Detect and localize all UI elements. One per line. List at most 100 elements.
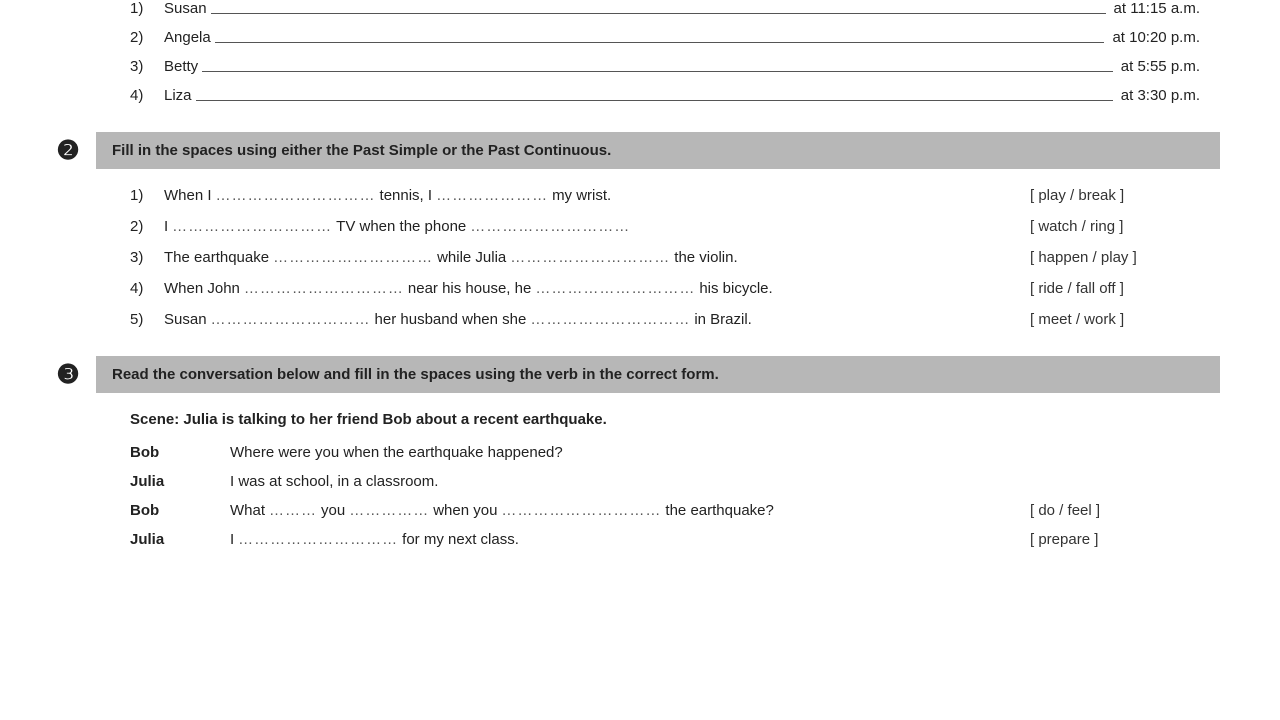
sentence-text: the violin. — [674, 249, 737, 266]
exercise-3-header: ❸ Read the conversation below and fill i… — [40, 356, 1220, 393]
item-number: 4) — [130, 87, 164, 104]
exercise-2-title: Fill in the spaces using either the Past… — [96, 132, 1220, 169]
sentence-text: in Brazil. — [694, 311, 752, 328]
exercise-1-list: 1) Susan at 11:15 a.m. 2) Angela at 10:2… — [40, 0, 1220, 104]
blank-line[interactable] — [215, 42, 1105, 43]
item-time: at 3:30 p.m. — [1117, 87, 1200, 104]
blank-dots[interactable]: ………………………… — [244, 280, 404, 297]
speech-fragment: I — [230, 531, 234, 548]
exercise-1: 1) Susan at 11:15 a.m. 2) Angela at 10:2… — [40, 0, 1220, 104]
blank-line[interactable] — [196, 100, 1113, 101]
blank-dots[interactable]: ………………………… — [238, 531, 398, 548]
speech-text: I…………………………for my next class. — [230, 531, 1030, 548]
sentence-text: I — [164, 218, 168, 235]
verb-hint: [ watch / ring ] — [1030, 218, 1200, 235]
speaker-name: Bob — [130, 444, 230, 461]
speaker-name: Bob — [130, 502, 230, 519]
sentence-text: When John — [164, 280, 240, 297]
verb-hint: [ prepare ] — [1030, 531, 1200, 548]
blank-dots[interactable]: ………………………… — [510, 249, 670, 266]
blank-dots[interactable]: ……… — [269, 502, 317, 519]
exercise-3: ❸ Read the conversation below and fill i… — [40, 356, 1220, 548]
sentence-text: while Julia — [437, 249, 506, 266]
speech-fragment: What — [230, 502, 265, 519]
list2-row: 4)When John…………………………near his house, he…… — [130, 280, 1200, 297]
sentence-text: TV when the phone — [336, 218, 466, 235]
bullet-icon: ❸ — [40, 356, 96, 393]
sentence-text: his bicycle. — [699, 280, 772, 297]
blank-dots[interactable]: ………………………… — [501, 502, 661, 519]
sentence: When John…………………………near his house, he………… — [164, 280, 1030, 297]
sentence-text: my wrist. — [552, 187, 611, 204]
item-time: at 10:20 p.m. — [1108, 29, 1200, 46]
blank-dots[interactable]: ………………… — [436, 187, 548, 204]
list2-row: 1)When I…………………………tennis, I…………………my wri… — [130, 187, 1200, 204]
conversation-row: JuliaI was at school, in a classroom. — [130, 473, 1200, 490]
blank-line[interactable] — [202, 71, 1113, 72]
verb-hint: [ play / break ] — [1030, 187, 1200, 204]
item-name: Betty — [164, 58, 202, 75]
speech-text: What………you……………when you…………………………the ear… — [230, 502, 1030, 519]
speech-text: Where were you when the earthquake happe… — [230, 444, 1030, 461]
item-number: 5) — [130, 311, 164, 328]
list2-row: 5)Susan…………………………her husband when she………… — [130, 311, 1200, 328]
list2-row: 2)I…………………………TV when the phone…………………………… — [130, 218, 1200, 235]
speech-fragment: when you — [433, 502, 497, 519]
speech-fragment: for my next class. — [402, 531, 519, 548]
speech-fragment: Where were you when the earthquake happe… — [230, 444, 563, 461]
sentence: The earthquake…………………………while Julia……………… — [164, 249, 1030, 266]
blank-dots[interactable]: ………………………… — [535, 280, 695, 297]
list1-row: 1) Susan at 11:15 a.m. — [130, 0, 1200, 17]
verb-hint: [ meet / work ] — [1030, 311, 1200, 328]
blank-dots[interactable]: ………………………… — [273, 249, 433, 266]
sentence: I…………………………TV when the phone………………………… — [164, 218, 1030, 235]
list1-row: 3) Betty at 5:55 p.m. — [130, 58, 1200, 75]
speech-text: I was at school, in a classroom. — [230, 473, 1030, 490]
verb-hint: [ do / feel ] — [1030, 502, 1200, 519]
conversation-row: BobWhat………you……………when you…………………………the … — [130, 502, 1200, 519]
list1-row: 2) Angela at 10:20 p.m. — [130, 29, 1200, 46]
item-number: 3) — [130, 249, 164, 266]
exercise-3-body: Scene: Julia is talking to her friend Bo… — [40, 411, 1220, 548]
list1-row: 4) Liza at 3:30 p.m. — [130, 87, 1200, 104]
item-number: 1) — [130, 0, 164, 17]
conversation-list: BobWhere were you when the earthquake ha… — [130, 444, 1200, 548]
item-name: Liza — [164, 87, 196, 104]
item-name: Angela — [164, 29, 215, 46]
sentence-text: When I — [164, 187, 212, 204]
sentence-text: The earthquake — [164, 249, 269, 266]
sentence-text: her husband when she — [375, 311, 527, 328]
item-number: 3) — [130, 58, 164, 75]
item-number: 1) — [130, 187, 164, 204]
blank-dots[interactable]: ………………………… — [172, 218, 332, 235]
blank-dots[interactable]: ………………………… — [216, 187, 376, 204]
conversation-row: BobWhere were you when the earthquake ha… — [130, 444, 1200, 461]
verb-hint: [ happen / play ] — [1030, 249, 1200, 266]
blank-dots[interactable]: ………………………… — [530, 311, 690, 328]
list2-row: 3)The earthquake…………………………while Julia………… — [130, 249, 1200, 266]
blank-dots[interactable]: ………………………… — [470, 218, 630, 235]
speaker-name: Julia — [130, 531, 230, 548]
sentence: Susan…………………………her husband when she……………… — [164, 311, 1030, 328]
speaker-name: Julia — [130, 473, 230, 490]
blank-dots[interactable]: ………………………… — [211, 311, 371, 328]
conversation-row: JuliaI…………………………for my next class.[ prep… — [130, 531, 1200, 548]
bullet-icon: ❷ — [40, 132, 96, 169]
speech-fragment: I was at school, in a classroom. — [230, 473, 438, 490]
exercise-2-list: 1)When I…………………………tennis, I…………………my wri… — [40, 187, 1220, 328]
item-name: Susan — [164, 0, 211, 17]
item-time: at 11:15 a.m. — [1110, 0, 1200, 17]
exercise-2-header: ❷ Fill in the spaces using either the Pa… — [40, 132, 1220, 169]
scene-description: Scene: Julia is talking to her friend Bo… — [130, 411, 1200, 428]
exercise-2: ❷ Fill in the spaces using either the Pa… — [40, 132, 1220, 328]
exercise-3-title: Read the conversation below and fill in … — [96, 356, 1220, 393]
sentence-text: Susan — [164, 311, 207, 328]
speech-fragment: you — [321, 502, 345, 519]
blank-line[interactable] — [211, 13, 1106, 14]
item-time: at 5:55 p.m. — [1117, 58, 1200, 75]
sentence-text: near his house, he — [408, 280, 531, 297]
item-number: 4) — [130, 280, 164, 297]
blank-dots[interactable]: …………… — [349, 502, 429, 519]
speech-fragment: the earthquake? — [665, 502, 773, 519]
sentence-text: tennis, I — [380, 187, 433, 204]
